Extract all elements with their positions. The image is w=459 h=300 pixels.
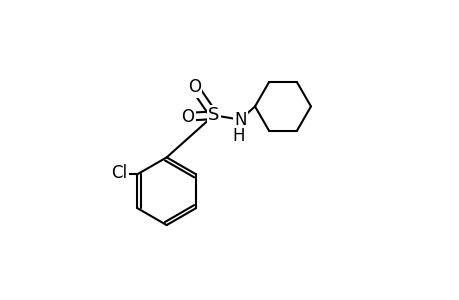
- Text: O: O: [188, 78, 201, 96]
- Text: N: N: [234, 111, 246, 129]
- Text: H: H: [232, 127, 245, 145]
- Text: Cl: Cl: [111, 164, 127, 182]
- Text: O: O: [181, 108, 194, 126]
- Text: S: S: [207, 106, 219, 124]
